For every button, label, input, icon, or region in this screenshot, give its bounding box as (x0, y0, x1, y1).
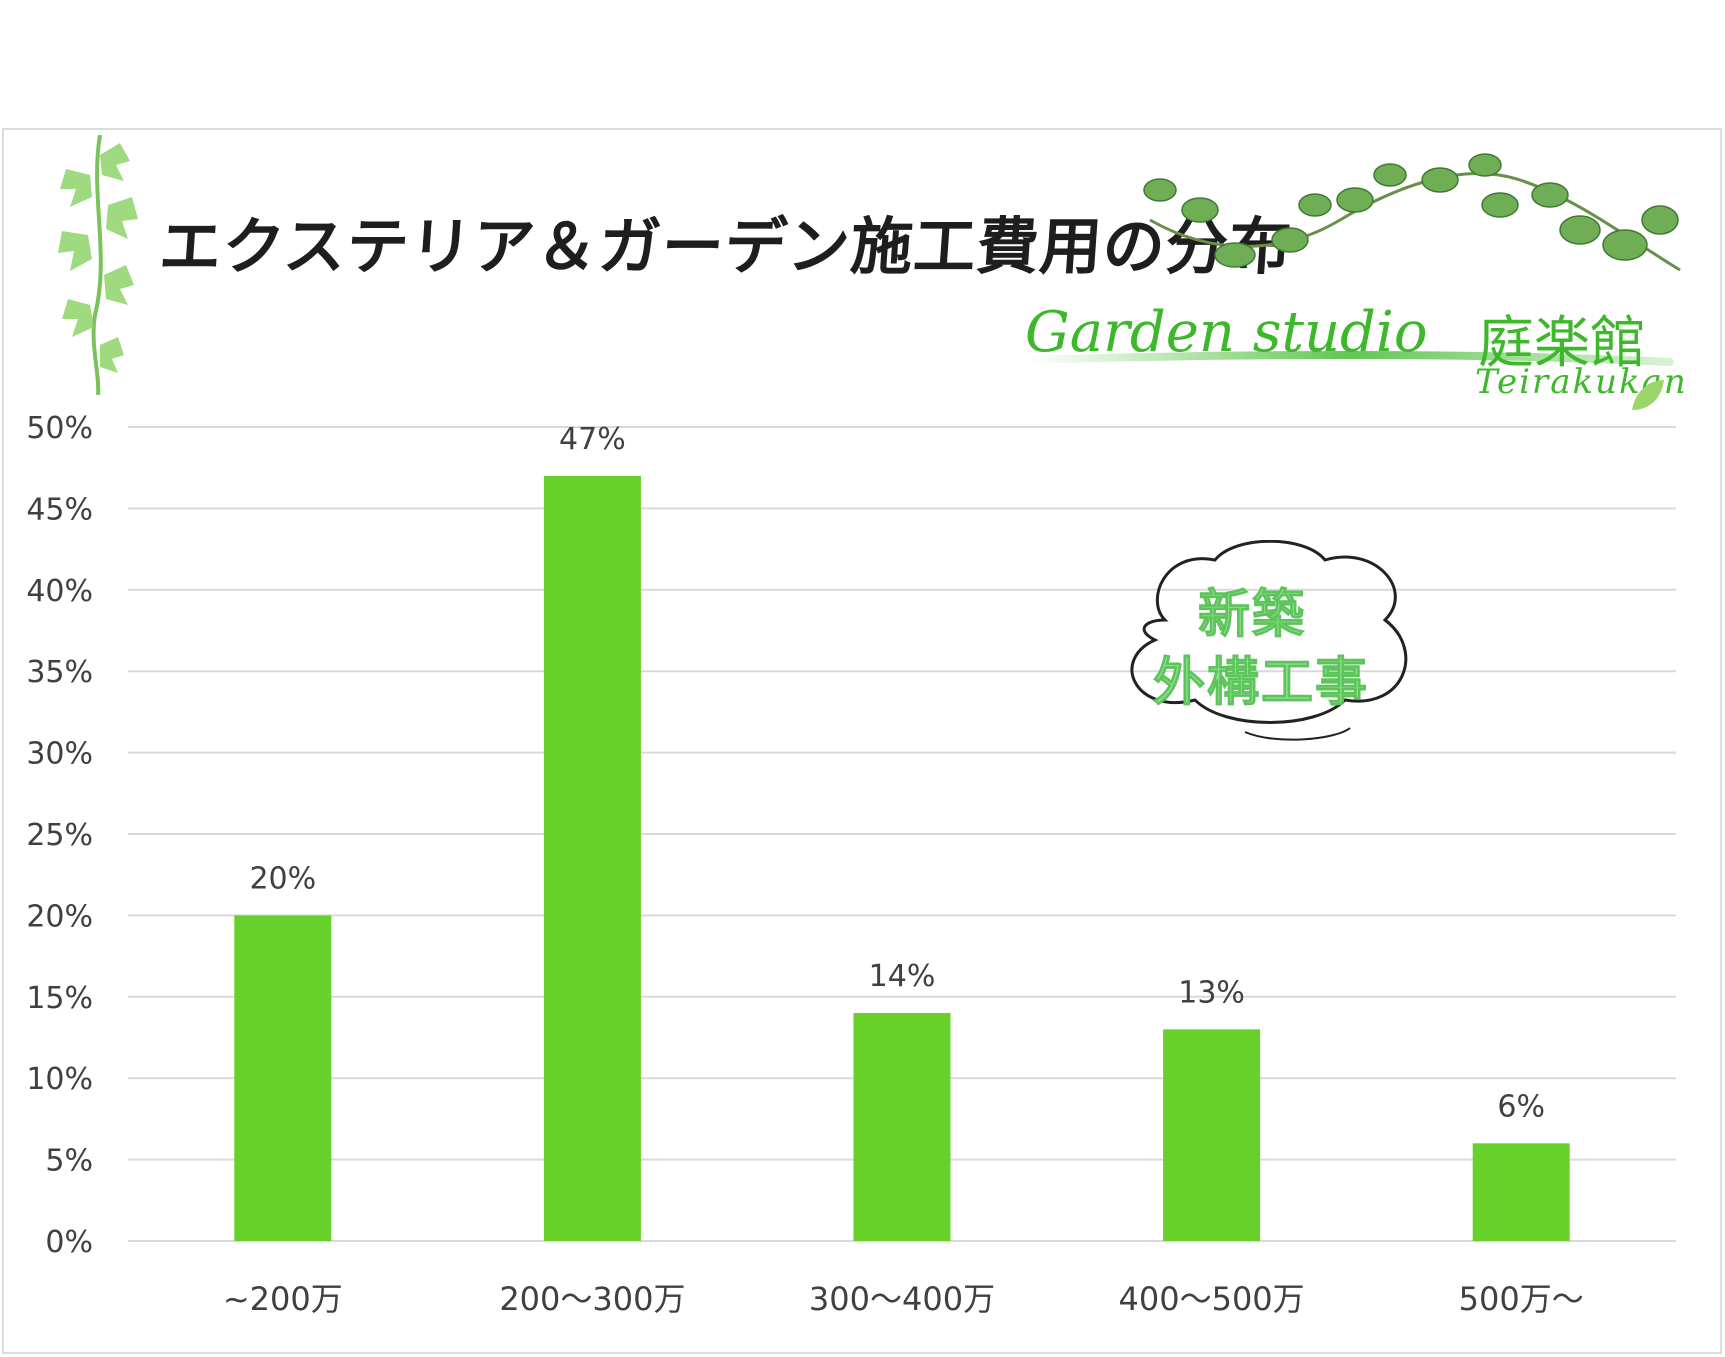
y-tick-label: 15% (26, 981, 93, 1016)
logo-swoosh (1026, 351, 1674, 366)
y-tick-label: 5% (45, 1144, 93, 1179)
data-label: 6% (1497, 1089, 1545, 1124)
bar (234, 915, 332, 1241)
x-tick-label: 300～400万 (809, 1280, 995, 1318)
y-tick-label: 45% (26, 492, 93, 527)
y-tick-label: 35% (26, 655, 93, 690)
stamp-line2: 外構工事 (1152, 653, 1370, 714)
stamp-outline (1130, 540, 1408, 741)
y-tick-label: 40% (26, 574, 93, 609)
data-label: 14% (869, 959, 936, 994)
ivy-left-decoration (58, 135, 138, 395)
vine-decoration (1143, 153, 1681, 272)
x-tick-label: 500万～ (1459, 1280, 1584, 1318)
y-tick-label: 10% (26, 1062, 93, 1097)
y-tick-label: 50% (26, 411, 93, 446)
x-tick-label: ~200万 (223, 1280, 343, 1318)
y-tick-label: 20% (26, 899, 93, 934)
data-label: 20% (249, 861, 316, 896)
y-tick-label: 0% (45, 1225, 93, 1260)
bar (543, 475, 641, 1242)
x-tick-label: 400～500万 (1119, 1280, 1305, 1318)
x-tick-label: 200～300万 (499, 1280, 685, 1318)
data-label: 47% (559, 422, 626, 457)
stamp-line1: 新築 (1197, 585, 1307, 646)
logo-kanji: 庭楽館 (1478, 311, 1646, 376)
y-tick-label: 30% (26, 737, 93, 772)
bar (1472, 1143, 1570, 1241)
data-label: 13% (1178, 975, 1245, 1010)
logo-leaf-icon (1632, 380, 1664, 410)
bar (853, 1013, 951, 1241)
bar (1163, 1029, 1261, 1241)
y-tick-label: 25% (26, 818, 93, 853)
